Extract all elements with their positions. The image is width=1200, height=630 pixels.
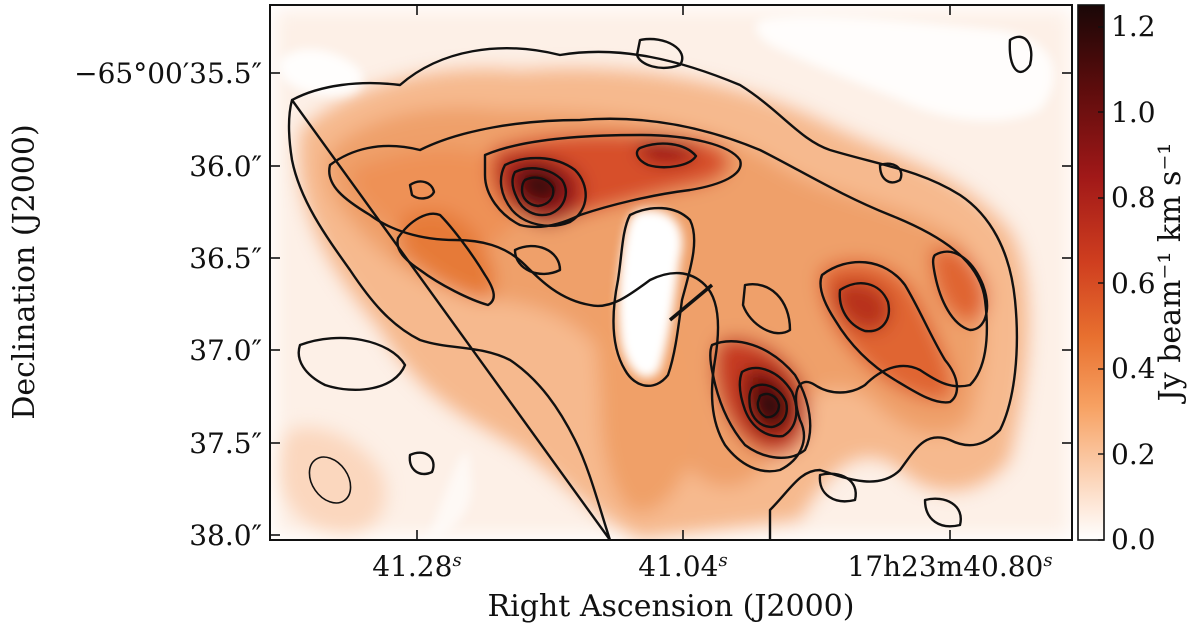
contour-small-9 bbox=[818, 472, 857, 503]
contour-void bbox=[612, 206, 696, 387]
x-axis bbox=[416, 5, 951, 540]
colorbar-tick-label: 1.2 bbox=[1111, 10, 1156, 43]
contour-right-clump-2 bbox=[838, 282, 891, 333]
colorbar-tick-label: 0.2 bbox=[1111, 438, 1156, 471]
contour-south-peak-3 bbox=[748, 383, 788, 429]
contour-small-4 bbox=[878, 162, 903, 184]
contour-level-2 bbox=[328, 117, 989, 473]
y-tick-label: −65°00′35.5″ bbox=[74, 57, 262, 90]
colorbar-tick-label: 0.4 bbox=[1111, 352, 1156, 385]
contour-east-peak bbox=[635, 142, 698, 169]
y-tick-label: 36.5″ bbox=[189, 242, 262, 275]
y-tick-label: 36.0″ bbox=[189, 150, 262, 183]
contour-level-4 bbox=[499, 156, 587, 227]
contour-small-7 bbox=[408, 451, 435, 476]
colorbar-label: Jy beam⁻¹ km s⁻¹ bbox=[1153, 143, 1188, 405]
contour-level-6 bbox=[520, 176, 555, 208]
contour-level-5 bbox=[511, 167, 567, 217]
contour-small-10 bbox=[923, 497, 962, 528]
plot-border bbox=[269, 4, 1073, 541]
y-tick-label: 37.0″ bbox=[189, 334, 262, 367]
contour-small-3 bbox=[1008, 35, 1033, 73]
contour-south-peak-1 bbox=[709, 340, 812, 459]
intensity-map bbox=[275, 10, 1070, 540]
colorbar-tick-label: 0.8 bbox=[1111, 181, 1156, 214]
contour-small-6 bbox=[741, 283, 792, 335]
contour-south-peak-4 bbox=[756, 392, 781, 419]
colorbar bbox=[1077, 4, 1105, 541]
source-position-marker bbox=[668, 283, 714, 322]
y-tick-label: 38.0″ bbox=[189, 519, 262, 552]
colorbar-tick-label: 0.0 bbox=[1111, 523, 1156, 556]
contour-far-right bbox=[931, 250, 989, 332]
y-axis bbox=[270, 72, 1072, 536]
contour-small-8 bbox=[513, 244, 562, 276]
contour-small-2 bbox=[635, 37, 684, 69]
x-tick-label: 41.04s bbox=[638, 550, 727, 583]
contour-south-peak-2 bbox=[738, 366, 798, 438]
colorbar-tick-label: 1.0 bbox=[1111, 96, 1156, 129]
contour-left-knot bbox=[396, 212, 495, 307]
contour-level-3 bbox=[483, 133, 742, 229]
colorbar-ticks bbox=[1098, 26, 1104, 541]
contour-small-5 bbox=[297, 336, 407, 392]
contour-outer bbox=[287, 47, 1019, 540]
y-tick-label: 37.5″ bbox=[189, 427, 262, 460]
contour-small-1 bbox=[408, 180, 436, 200]
contour-right-clump-1 bbox=[819, 260, 959, 404]
contours bbox=[287, 35, 1033, 540]
x-tick-label: 41.28s bbox=[372, 550, 461, 583]
x-tick-label: 17h23m40.80s bbox=[847, 550, 1052, 583]
y-axis-label: Declination (J2000) bbox=[7, 124, 42, 419]
x-axis-label: Right Ascension (J2000) bbox=[488, 589, 855, 624]
colorbar-tick-label: 0.6 bbox=[1111, 267, 1156, 300]
beam-ellipse bbox=[308, 456, 352, 504]
